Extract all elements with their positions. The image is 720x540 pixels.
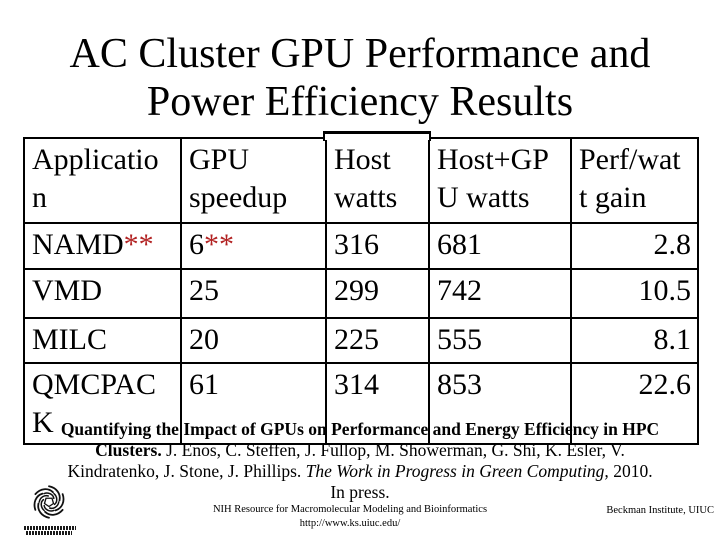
page-title: AC Cluster GPU Performance and Power Eff… (0, 30, 720, 126)
citation-text: Quantifying the Impact of GPUs on Perfor… (60, 419, 660, 503)
footer-url: http://www.ks.uiuc.edu/ (299, 518, 401, 529)
perf-watt-gain-cell: 22.6 (570, 362, 699, 445)
logo-caption (24, 526, 76, 530)
table-row: NAMD** 6** 316 681 2.8 (23, 222, 699, 270)
app-cell: VMD (23, 268, 182, 319)
table-row: VMD 25 299 742 10.5 (23, 268, 699, 319)
perf-watt-gain-cell: 8.1 (570, 317, 699, 364)
gpu-performance-table: Applicatio n GPU speedup Host watts Host… (23, 137, 699, 445)
table-border-artifact (323, 131, 325, 141)
gpu-speedup-cell: 20 (180, 317, 327, 364)
hostgpu-watts-cell: 555 (428, 317, 572, 364)
gpu-speedup-cell: 61 (180, 362, 327, 445)
table-border-artifact (429, 131, 431, 141)
gpu-speedup-cell: 6** (180, 222, 327, 270)
app-cell: NAMD** (23, 222, 182, 270)
table-border-artifact (323, 131, 431, 134)
footnote-asterisks: ** (204, 228, 234, 261)
citation-title: Quantifying the Impact of GPUs on Perfor… (60, 419, 660, 460)
host-watts-cell: 316 (325, 222, 430, 270)
logo-caption (26, 531, 72, 535)
table-border-artifact (325, 134, 429, 140)
col-header-application: Applicatio n (23, 137, 182, 224)
app-name: NAMD (32, 228, 124, 261)
title-line-2: Power Efficiency Results (146, 79, 574, 125)
citation-year: 2010. In press. (330, 461, 653, 502)
col-header-gpu-speedup: GPU speedup (180, 137, 327, 224)
table-row: MILC 20 225 555 8.1 (23, 317, 699, 364)
citation-journal: The Work in Progress in Green Computing, (305, 461, 609, 481)
footnote-asterisks: ** (123, 228, 154, 261)
table-row: QMCPAC K 61 314 853 22.6 (23, 362, 699, 445)
app-cell: QMCPAC K (23, 362, 182, 445)
col-header-perf-watt-gain: Perf/wat t gain (570, 137, 699, 224)
title-line-1: AC Cluster GPU Performance and (69, 31, 651, 77)
table-header-row: Applicatio n GPU speedup Host watts Host… (23, 137, 699, 224)
host-watts-cell: 225 (325, 317, 430, 364)
hostgpu-watts-cell: 742 (428, 268, 572, 319)
perf-watt-gain-cell: 2.8 (570, 222, 699, 270)
hostgpu-watts-cell: 853 (428, 362, 572, 445)
hostgpu-watts-cell: 681 (428, 222, 572, 270)
footer-center: NIH Resource for Macromolecular Modeling… (135, 503, 565, 531)
col-header-hostgpu-watts: Host+GP U watts (428, 137, 572, 224)
organization-logo (24, 484, 80, 535)
citation-authors: J. Enos, C. Steffen, J. Fullop, M. Showe… (67, 440, 625, 481)
footer-institute: Beckman Institute, UIUC (606, 505, 714, 516)
speedup-value: 6 (189, 228, 204, 261)
perf-watt-gain-cell: 10.5 (570, 268, 699, 319)
col-header-host-watts: Host watts (325, 137, 430, 224)
gpu-speedup-cell: 25 (180, 268, 327, 319)
app-cell: MILC (23, 317, 182, 364)
host-watts-cell: 314 (325, 362, 430, 445)
footer-resource-line: NIH Resource for Macromolecular Modeling… (212, 504, 488, 515)
spiral-hexagon-logo-icon (33, 485, 65, 519)
host-watts-cell: 299 (325, 268, 430, 319)
